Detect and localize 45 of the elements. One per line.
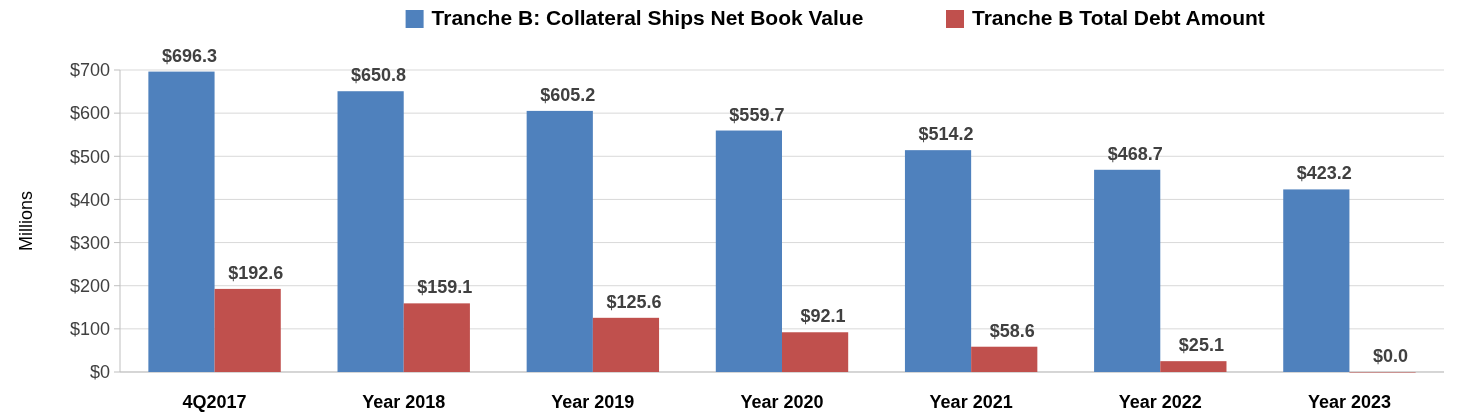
y-tick-label: $500 xyxy=(69,146,110,167)
data-label: $468.7 xyxy=(1107,143,1163,164)
y-tick-label: $600 xyxy=(69,103,110,124)
data-label: $159.1 xyxy=(417,277,473,298)
bar xyxy=(1094,169,1161,372)
y-tick-label: $300 xyxy=(69,232,110,253)
y-tick-label: $400 xyxy=(69,189,110,210)
data-label: $514.2 xyxy=(918,124,974,145)
data-label: $0.0 xyxy=(1373,346,1409,366)
legend-label: Tranche B Total Debt Amount xyxy=(972,6,1265,29)
data-label: $58.6 xyxy=(989,320,1035,341)
y-tick-label: $200 xyxy=(69,276,110,297)
x-tick-label: Year 2021 xyxy=(929,392,1013,412)
y-tick-label: $700 xyxy=(69,60,110,81)
y-tick-label: $100 xyxy=(69,319,110,340)
legend-label: Tranche B: Collateral Ships Net Book Value xyxy=(431,6,864,29)
data-label: $25.1 xyxy=(1178,335,1224,356)
data-label: $559.7 xyxy=(729,104,785,125)
bar xyxy=(337,91,404,372)
bar xyxy=(592,317,660,372)
data-label: $92.1 xyxy=(800,306,846,327)
y-tick-label: $0 xyxy=(89,362,110,383)
x-tick-label: Year 2019 xyxy=(551,392,635,412)
data-label: $192.6 xyxy=(228,262,284,283)
bar xyxy=(1160,361,1227,372)
bar xyxy=(782,332,849,372)
bar xyxy=(971,346,1038,372)
data-label: $423.2 xyxy=(1296,163,1352,184)
data-label: $605.2 xyxy=(540,84,596,105)
data-label: $125.6 xyxy=(606,291,662,312)
bar xyxy=(403,303,470,372)
y-axis-title: Millions xyxy=(16,190,36,252)
bar xyxy=(904,150,972,372)
bar xyxy=(1283,189,1350,372)
bar xyxy=(715,130,782,372)
data-label: $650.8 xyxy=(351,65,407,86)
x-tick-label: Year 2023 xyxy=(1307,392,1391,412)
bar xyxy=(148,71,215,372)
x-tick-label: Year 2020 xyxy=(740,392,824,412)
bar xyxy=(214,288,281,372)
x-tick-label: Year 2018 xyxy=(362,392,446,412)
bar xyxy=(526,110,593,372)
x-tick-label: 4Q2017 xyxy=(182,392,247,412)
data-label: $696.3 xyxy=(161,45,217,66)
x-tick-label: Year 2022 xyxy=(1118,392,1202,412)
